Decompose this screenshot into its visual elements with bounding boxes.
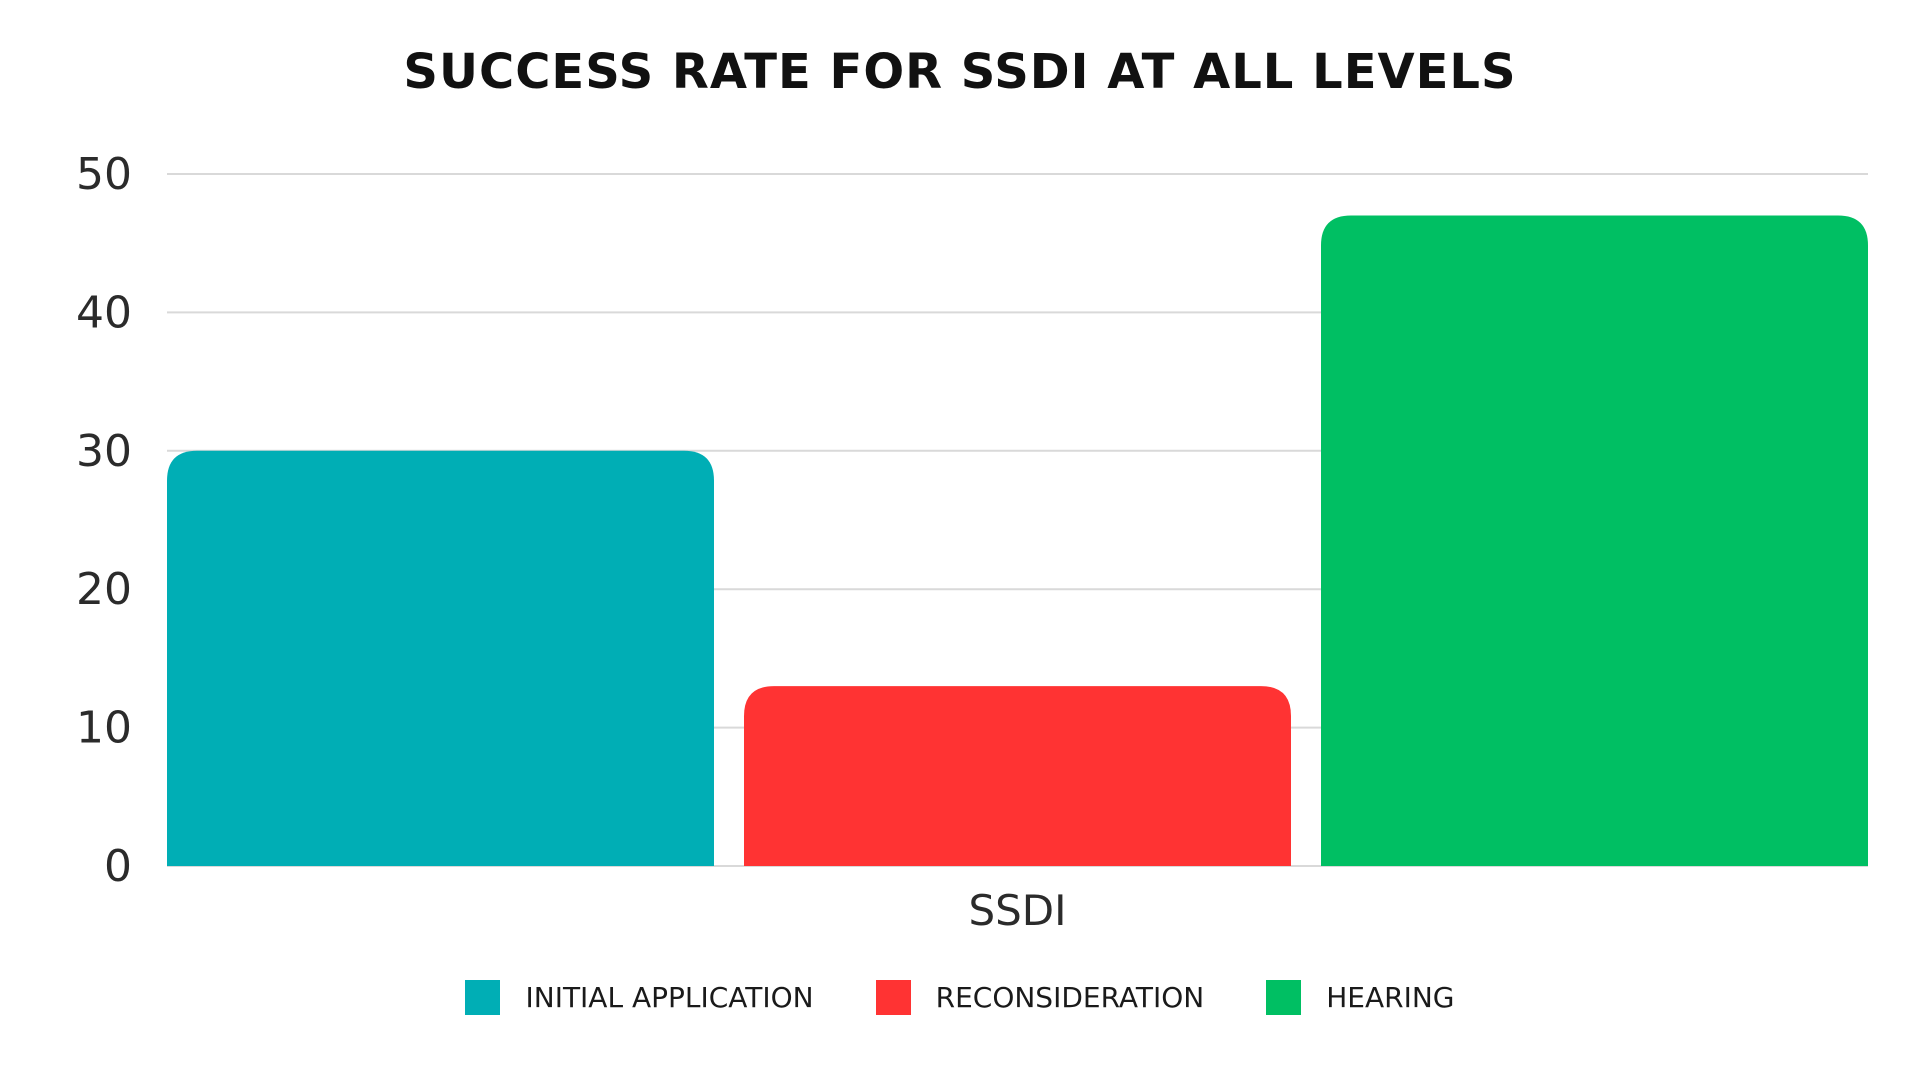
- bars: [167, 215, 1868, 866]
- legend-label: INITIAL APPLICATION: [525, 981, 814, 1014]
- y-axis-ticks: 0 10 20 30 40 50: [76, 149, 132, 892]
- legend-item: RECONSIDERATION: [875, 980, 1205, 1015]
- x-axis-categories: SSDI: [968, 886, 1066, 935]
- bar-hearing: [1321, 215, 1868, 866]
- bar-reconsideration: [744, 686, 1291, 866]
- legend-swatch: [465, 980, 501, 1015]
- legend-swatch: [1266, 980, 1302, 1015]
- legend: INITIAL APPLICATION RECONSIDERATION HEARIN…: [0, 980, 1920, 1015]
- y-tick-label: 10: [76, 703, 132, 754]
- y-tick-label: 40: [76, 287, 132, 338]
- y-tick-label: 0: [104, 841, 132, 892]
- legend-item: HEARING: [1266, 980, 1455, 1015]
- x-category-label: SSDI: [968, 886, 1066, 935]
- legend-item: INITIAL APPLICATION: [465, 980, 814, 1015]
- legend-label: HEARING: [1326, 981, 1455, 1014]
- chart-title: SUCCESS RATE FOR SSDI AT ALL LEVELS: [403, 44, 1517, 100]
- legend-swatch: [875, 980, 911, 1015]
- y-tick-label: 20: [76, 564, 132, 615]
- y-tick-label: 30: [76, 426, 132, 477]
- bar-initial-application: [167, 450, 714, 866]
- y-tick-label: 50: [76, 149, 132, 200]
- legend-label: RECONSIDERATION: [935, 981, 1205, 1014]
